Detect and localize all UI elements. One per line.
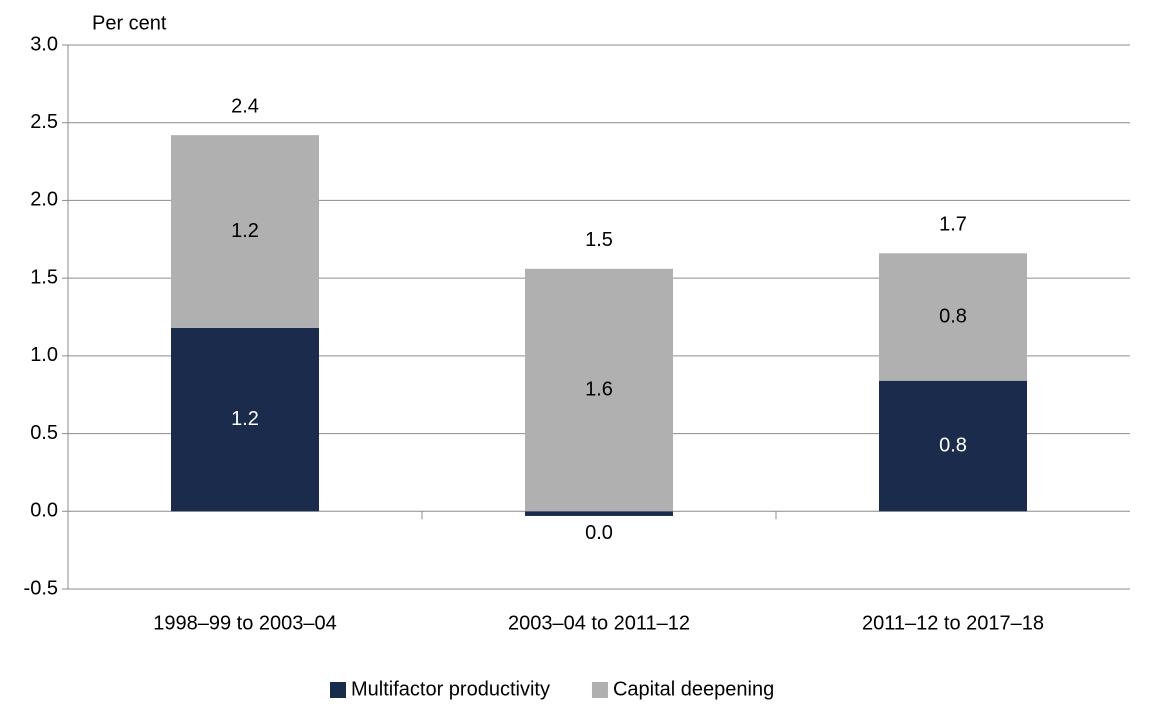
legend-swatch xyxy=(591,682,608,698)
y-tick-label: 3.0 xyxy=(30,33,58,55)
total-label: 1.7 xyxy=(939,214,967,236)
total-label: 1.5 xyxy=(585,229,613,251)
y-tick-label: 0.5 xyxy=(30,422,58,444)
x-tick-label: 2011–12 to 2017–18 xyxy=(862,612,1044,634)
y-axis-label: Per cent xyxy=(92,12,167,34)
value-label: 0.8 xyxy=(939,305,967,327)
value-label: 1.6 xyxy=(585,378,613,400)
legend-label: Capital deepening xyxy=(613,678,774,700)
legend-label: Multifactor productivity xyxy=(351,678,550,700)
total-label: 2.4 xyxy=(231,95,259,117)
value-label: 0.8 xyxy=(939,434,967,456)
bar-segment xyxy=(525,511,673,516)
bar-segment xyxy=(171,135,319,328)
bar-segment xyxy=(879,380,1027,512)
legend-swatch xyxy=(330,682,346,698)
x-tick-label: 1998–99 to 2003–04 xyxy=(153,612,337,634)
value-label: 0.0 xyxy=(585,522,613,544)
y-tick-label: 1.0 xyxy=(30,344,58,366)
value-label: 1.2 xyxy=(231,220,259,242)
y-tick-label: -0.5 xyxy=(24,577,58,599)
value-label: 1.2 xyxy=(231,408,259,430)
y-tick-label: 0.0 xyxy=(30,500,58,522)
y-tick-label: 1.5 xyxy=(30,266,58,288)
y-tick-label: 2.5 xyxy=(30,111,58,133)
bar-segment xyxy=(525,268,673,512)
y-tick-label: 2.0 xyxy=(30,189,58,211)
bar-segment xyxy=(879,253,1027,381)
x-tick-label: 2003–04 to 2011–12 xyxy=(508,612,690,634)
bar-segment xyxy=(171,327,319,512)
